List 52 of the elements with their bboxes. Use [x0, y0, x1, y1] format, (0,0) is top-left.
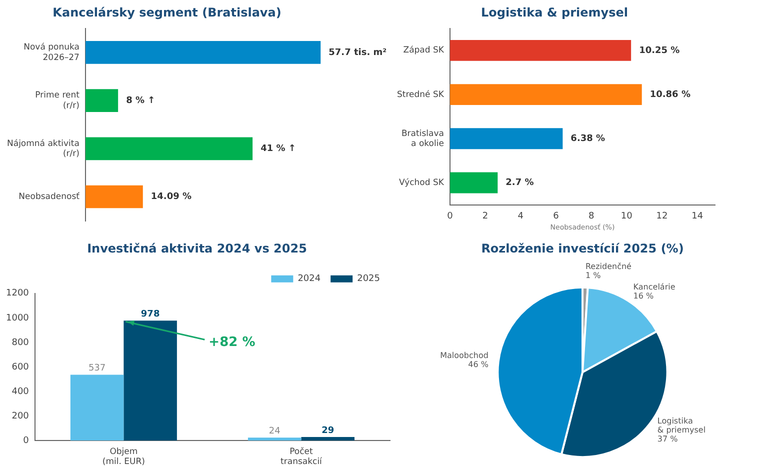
data-label: 978	[140, 309, 160, 320]
y-tick-label: Bratislava a okolie	[401, 128, 444, 149]
data-label: 16 %	[633, 292, 654, 301]
chart-title: Investičná aktivita 2024 vs 2025	[87, 241, 307, 256]
x-tick-label: 10	[620, 212, 633, 222]
x-tick-label: 4	[518, 212, 524, 222]
y-tick-label: 400	[12, 386, 30, 397]
data-label: 29	[322, 426, 334, 436]
slice-label: Logistika & priemysel	[657, 416, 706, 434]
slice-label: Maloobchod	[440, 350, 488, 360]
slice-label: Kancelárie	[633, 282, 676, 292]
y-tick-label: Nová ponuka 2026–27	[24, 42, 80, 63]
legend-label: 2024	[298, 274, 321, 284]
y-tick-label: 200	[12, 411, 30, 422]
y-tick-label: 600	[12, 362, 30, 372]
x-tick-label: 8	[588, 212, 594, 222]
y-tick-label: 1000	[6, 313, 30, 324]
data-label: 1 %	[585, 271, 602, 280]
y-tick-label: 1200	[6, 288, 30, 299]
x-tick-label: Objem (mil. EUR)	[102, 446, 145, 468]
annotation: +82 %	[208, 335, 256, 350]
y-tick-label: Nájomná aktivita (r/r)	[6, 138, 80, 159]
data-label: 14.09 %	[150, 192, 192, 202]
legend-label: 2025	[357, 274, 380, 284]
y-tick-label: 0	[23, 436, 30, 446]
data-label: 37 %	[657, 434, 678, 444]
x-tick-label: 14	[692, 212, 704, 222]
chart-title: Kancelársky segment (Bratislava)	[52, 5, 282, 20]
data-label: 46 %	[468, 360, 489, 369]
y-tick-label: Západ SK	[403, 46, 444, 56]
chart-title: Logistika & priemysel	[481, 5, 628, 20]
data-label: 10.86 %	[650, 90, 690, 100]
y-tick-label: 800	[12, 338, 30, 348]
y-tick-label: Neobsadenosť	[18, 192, 80, 202]
x-tick-label: 6	[553, 212, 560, 222]
data-label: 24	[268, 426, 281, 436]
data-label: 10.25 %	[639, 46, 680, 56]
y-tick-label: Stredné SK	[396, 90, 444, 100]
data-label: 2.7 %	[506, 178, 534, 188]
data-label: 8 % ↑	[126, 96, 156, 106]
x-tick-label: 0	[447, 212, 454, 222]
x-tick-label: 12	[656, 212, 668, 222]
x-tick-label: 2	[482, 212, 488, 222]
data-label: 41 % ↑	[260, 144, 296, 154]
data-label: 6.38 %	[570, 134, 606, 144]
y-tick-label: Východ SK	[398, 178, 444, 188]
data-label: 57.7 tis. m²	[328, 48, 387, 58]
data-label: 537	[88, 364, 106, 374]
chart-title: Rozloženie investícií 2025 (%)	[481, 241, 684, 256]
slice-label: Rezidenčné	[585, 262, 632, 272]
x-tick-label: Počet transakcií	[280, 446, 323, 468]
y-tick-label: Prime rent (r/r)	[35, 90, 80, 111]
